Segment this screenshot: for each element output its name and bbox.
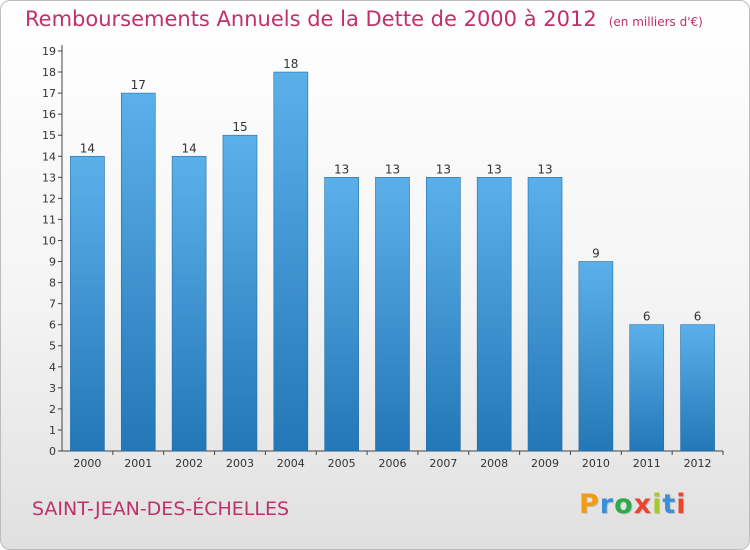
x-tick-label: 2001 — [124, 457, 152, 470]
x-tick-label: 2012 — [684, 457, 712, 470]
y-tick-label: 1 — [49, 424, 56, 437]
y-tick-label: 9 — [49, 256, 56, 269]
bar-2011 — [629, 324, 665, 452]
bar-2001 — [120, 92, 156, 452]
y-tick-label: 6 — [49, 319, 56, 332]
x-tick-label: 2006 — [379, 457, 407, 470]
y-tick-label: 17 — [42, 87, 56, 100]
x-tick-label: 2009 — [531, 457, 559, 470]
y-tick-label: 10 — [42, 234, 56, 247]
data-label-2008: 13 — [487, 162, 502, 176]
y-tick-label: 4 — [49, 361, 56, 374]
chart-title-text: Remboursements Annuels de la Dette de 20… — [25, 7, 597, 31]
brand-logo: Proxiti — [579, 489, 687, 520]
y-tick-label: 5 — [49, 340, 56, 353]
data-label-2011: 6 — [643, 310, 651, 324]
chart-subtitle: (en milliers d'€) — [608, 15, 703, 29]
y-tick-label: 16 — [42, 108, 56, 121]
y-tick-label: 0 — [49, 445, 56, 458]
y-tick-label: 19 — [42, 45, 56, 58]
x-tick-label: 2005 — [328, 457, 356, 470]
y-tick-label: 3 — [49, 382, 56, 395]
data-label-2001: 17 — [131, 78, 146, 92]
data-label-2007: 13 — [436, 162, 451, 176]
bar-2003 — [222, 134, 258, 452]
bar-2007 — [426, 177, 461, 452]
bar-2004 — [273, 71, 309, 452]
data-label-2004: 18 — [283, 57, 298, 71]
bar-2005 — [324, 177, 359, 452]
y-tick-label: 13 — [42, 171, 56, 184]
x-tick-label: 2011 — [633, 457, 661, 470]
town-name: SAINT-JEAN-DES-ÉCHELLES — [32, 498, 290, 520]
data-label-2003: 15 — [232, 120, 247, 134]
x-tick-label: 2007 — [429, 457, 457, 470]
bar-2012 — [680, 324, 715, 452]
bar-2010 — [578, 261, 614, 452]
chart-labels: 2000 14 2001 17 2002 14 2003 15 2004 18 2005 13 2006… — [73, 57, 711, 470]
y-tick-label: 8 — [49, 277, 56, 290]
chart-bars — [70, 71, 715, 452]
y-tick-label: 7 — [49, 298, 56, 311]
x-tick-label: 2000 — [73, 457, 101, 470]
data-label-2000: 14 — [80, 141, 95, 155]
x-tick-label: 2008 — [480, 457, 508, 470]
bar-2009 — [527, 177, 563, 452]
data-label-2012: 6 — [694, 310, 702, 324]
y-tick-label: 14 — [42, 150, 56, 163]
chart-title: Remboursements Annuels de la Dette de 20… — [25, 7, 703, 31]
data-label-2006: 13 — [385, 162, 400, 176]
bar-2000 — [70, 155, 105, 452]
y-tick-label: 11 — [42, 213, 56, 226]
data-label-2005: 13 — [334, 162, 349, 176]
bar-2006 — [375, 177, 410, 452]
y-tick-label: 12 — [42, 192, 56, 205]
x-tick-label: 2004 — [277, 457, 305, 470]
bar-2008 — [476, 177, 512, 452]
y-tick-label: 2 — [49, 403, 56, 416]
x-tick-label: 2010 — [582, 457, 610, 470]
y-tick-label: 15 — [42, 129, 56, 142]
bar-2002 — [171, 155, 207, 452]
x-tick-label: 2003 — [226, 457, 254, 470]
x-tick-label: 2002 — [175, 457, 203, 470]
data-label-2010: 9 — [592, 247, 600, 261]
data-label-2002: 14 — [181, 141, 196, 155]
y-tick-label: 18 — [42, 66, 56, 79]
data-label-2009: 13 — [537, 162, 552, 176]
